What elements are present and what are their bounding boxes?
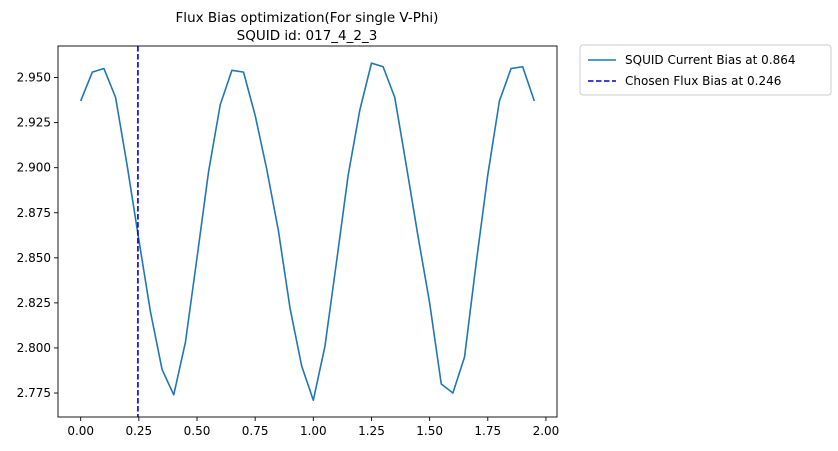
plot-area <box>57 45 558 418</box>
x-tick-label: 0.00 <box>67 424 94 438</box>
y-tick-label: 2.900 <box>17 161 51 175</box>
y-tick-label: 2.950 <box>17 71 51 85</box>
y-tick-label: 2.775 <box>17 386 51 400</box>
legend-label-squid-current-bias: SQUID Current Bias at 0.864 <box>625 53 796 67</box>
y-tick-label: 2.875 <box>17 206 51 220</box>
x-tick-label: 1.00 <box>300 424 327 438</box>
y-tick-label: 2.800 <box>17 341 51 355</box>
x-tick-label: 1.25 <box>358 424 385 438</box>
legend: SQUID Current Bias at 0.864 Chosen Flux … <box>579 44 832 96</box>
x-tick-label: 0.25 <box>125 424 152 438</box>
plot-frame <box>57 45 558 418</box>
x-tick-label: 2.00 <box>533 424 560 438</box>
legend-label-chosen-flux-bias: Chosen Flux Bias at 0.246 <box>625 74 781 88</box>
x-axis: 0.00 0.25 0.50 0.75 1.00 1.25 1.50 1.75 2.00 <box>67 417 559 438</box>
chart-title: Flux Bias optimization(For single V-Phi) <box>176 10 439 26</box>
x-tick-label: 1.50 <box>416 424 443 438</box>
x-tick-label: 0.50 <box>184 424 211 438</box>
y-tick-label: 2.825 <box>17 296 51 310</box>
x-tick-label: 0.75 <box>242 424 269 438</box>
x-tick-label: 1.75 <box>474 424 501 438</box>
y-axis: 2.775 2.800 2.825 2.850 2.875 2.900 2.925 2.950 <box>17 71 58 400</box>
y-tick-label: 2.925 <box>17 116 51 130</box>
chart-subtitle: SQUID id: 017_4_2_3 <box>237 28 378 44</box>
legend-frame <box>579 44 832 96</box>
series-line-squid-current-bias <box>79 62 536 402</box>
y-tick-label: 2.850 <box>17 251 51 265</box>
